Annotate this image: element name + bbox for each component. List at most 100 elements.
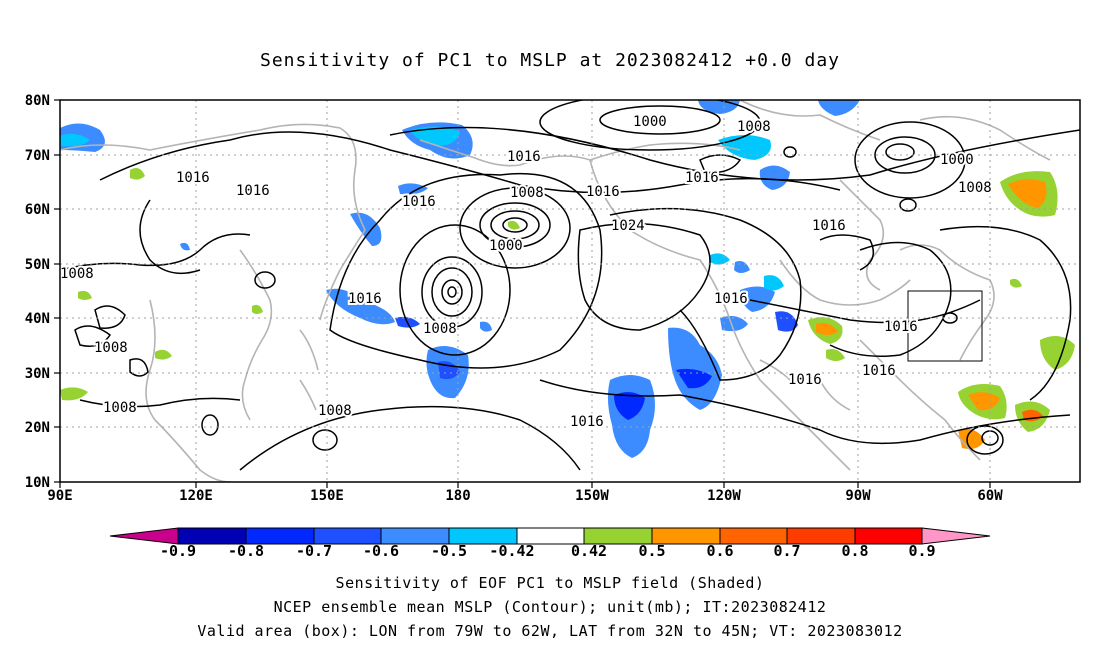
negative-region bbox=[180, 242, 190, 251]
colorbar-label: 0.8 bbox=[841, 542, 869, 560]
positive-region bbox=[130, 168, 145, 180]
contour-label: 1016 bbox=[176, 170, 210, 186]
contour-label: 1008 bbox=[510, 185, 544, 201]
negative-region bbox=[740, 286, 775, 312]
x-tick-label: 120W bbox=[707, 488, 741, 504]
caption-line-1: Sensitivity of EOF PC1 to MSLP field (Sh… bbox=[335, 574, 765, 592]
caption-line-3: Valid area (box): LON from 79W to 62W, L… bbox=[197, 622, 903, 640]
contour-label: 1016 bbox=[570, 414, 604, 430]
contour-label: 1008 bbox=[60, 266, 94, 282]
contour-label: 1016 bbox=[862, 363, 896, 379]
contour-label: 1008 bbox=[737, 119, 771, 135]
valid-area-box bbox=[907, 290, 983, 362]
negative-region bbox=[720, 316, 748, 332]
colorbar-cell bbox=[921, 527, 991, 545]
positive-region bbox=[60, 387, 88, 401]
y-tick-label: 60N bbox=[25, 202, 50, 218]
y-tick-label: 50N bbox=[25, 257, 50, 273]
contour-label: 1016 bbox=[812, 218, 846, 234]
negative-region bbox=[775, 311, 798, 332]
positive-region bbox=[1040, 336, 1075, 370]
gridlines bbox=[60, 100, 1080, 482]
negative-region bbox=[614, 392, 645, 420]
positive-region bbox=[1008, 179, 1047, 208]
colorbar-label: -0.42 bbox=[489, 542, 535, 560]
y-tick-label: 40N bbox=[25, 311, 50, 327]
mslp-contours bbox=[60, 100, 1080, 471]
contour-label: 1016 bbox=[236, 183, 270, 199]
positive-region bbox=[826, 349, 845, 361]
x-tick-label: 90E bbox=[47, 488, 72, 504]
positive-region bbox=[78, 290, 92, 300]
colorbar bbox=[109, 527, 991, 545]
contour-label: 1008 bbox=[318, 403, 352, 419]
contour-label: 1016 bbox=[788, 372, 822, 388]
positive-region bbox=[1010, 278, 1022, 288]
colorbar-label: 0.9 bbox=[908, 542, 936, 560]
y-tick-label: 80N bbox=[25, 93, 50, 109]
y-tick-label: 10N bbox=[25, 475, 50, 491]
contour-label: 1016 bbox=[586, 184, 620, 200]
colorbar-label: -0.7 bbox=[295, 542, 333, 560]
contour-label: 1016 bbox=[348, 291, 382, 307]
y-tick-label: 30N bbox=[25, 366, 50, 382]
y-tick-label: 70N bbox=[25, 148, 50, 164]
contour-label: 1000 bbox=[633, 114, 667, 130]
contour-label: 1016 bbox=[685, 170, 719, 186]
negative-region bbox=[818, 100, 860, 116]
colorbar-label: 0.5 bbox=[638, 542, 666, 560]
negative-region bbox=[60, 133, 90, 147]
positive-region bbox=[968, 392, 1000, 411]
contour-label: 1016 bbox=[714, 291, 748, 307]
colorbar-label: 0.6 bbox=[706, 542, 734, 560]
caption-line-2: NCEP ensemble mean MSLP (Contour); unit(… bbox=[273, 598, 827, 616]
x-tick-label: 150W bbox=[575, 488, 609, 504]
map-frame bbox=[59, 99, 1081, 483]
contour-label: 1008 bbox=[103, 400, 137, 416]
x-tick-label: 90W bbox=[845, 488, 871, 504]
negative-region bbox=[710, 253, 730, 265]
colorbar-label: -0.5 bbox=[430, 542, 468, 560]
x-tick-label: 120E bbox=[179, 488, 213, 504]
negative-region bbox=[350, 212, 382, 246]
negative-region bbox=[764, 275, 784, 291]
axis-labels: 90E 120E 150E 180 150W 120W 90W 60W 80N … bbox=[25, 93, 1004, 504]
colorbar-label: 0.7 bbox=[773, 542, 801, 560]
x-tick-label: 150E bbox=[310, 488, 344, 504]
positive-region bbox=[816, 323, 838, 335]
positive-region bbox=[508, 220, 520, 230]
y-tick-label: 20N bbox=[25, 420, 50, 436]
colorbar-label: -0.8 bbox=[227, 542, 265, 560]
x-tick-label: 180 bbox=[445, 488, 470, 504]
negative-region bbox=[698, 100, 740, 114]
negative-region bbox=[668, 327, 722, 410]
contour-label: 1000 bbox=[489, 238, 523, 254]
contour-label: 1008 bbox=[423, 321, 457, 337]
contour-label: 1008 bbox=[958, 180, 992, 196]
contour-label: 1024 bbox=[611, 218, 645, 234]
contour-label: 1008 bbox=[94, 340, 128, 356]
positive-region bbox=[958, 428, 985, 449]
negative-region bbox=[398, 183, 428, 195]
plot-title: Sensitivity of PC1 to MSLP at 2023082412… bbox=[259, 50, 840, 71]
coastlines bbox=[60, 100, 1051, 482]
contour-label: 1016 bbox=[884, 319, 918, 335]
tick-marks bbox=[54, 99, 991, 488]
negative-region bbox=[676, 368, 712, 389]
negative-region bbox=[759, 165, 790, 190]
contour-labels: 1000 1008 1016 1000 1008 1016 1016 1016 … bbox=[58, 112, 994, 432]
contour-label: 1000 bbox=[940, 152, 974, 168]
contour-label: 1016 bbox=[507, 149, 541, 165]
positive-region bbox=[252, 304, 263, 314]
colorbar-label: -0.6 bbox=[362, 542, 400, 560]
x-tick-label: 60W bbox=[977, 488, 1003, 504]
colorbar-label: -0.9 bbox=[159, 542, 197, 560]
positive-region bbox=[155, 349, 172, 360]
negative-region bbox=[326, 288, 395, 325]
shaded-sensitivity-regions bbox=[60, 100, 1075, 458]
negative-region bbox=[734, 261, 750, 273]
contour-label: 1016 bbox=[402, 194, 436, 210]
colorbar-label: 0.42 bbox=[570, 542, 608, 560]
negative-region bbox=[480, 321, 492, 332]
